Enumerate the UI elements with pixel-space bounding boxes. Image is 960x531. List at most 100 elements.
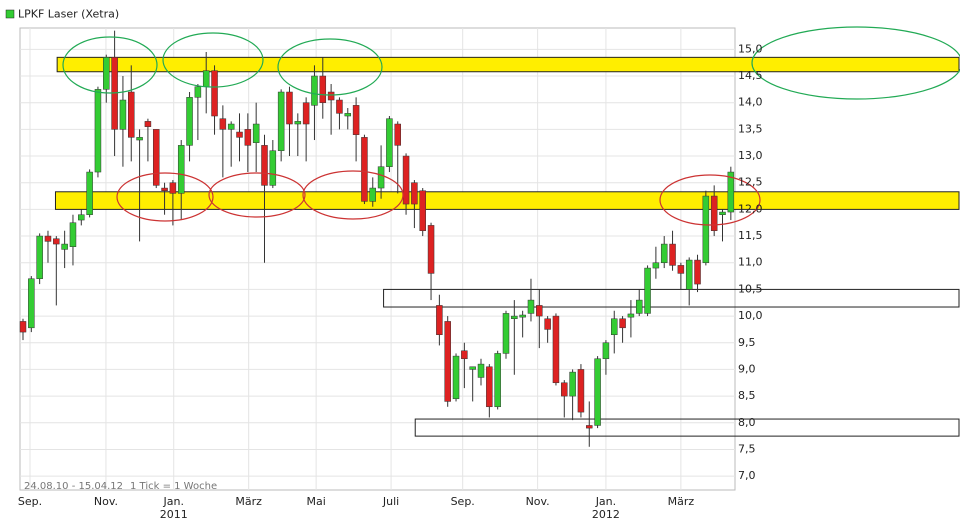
candle-body (319, 75, 327, 103)
candle-body (394, 123, 401, 146)
y-tick-label: 9,5 (738, 336, 756, 349)
candle-body (660, 243, 668, 263)
candle-body (377, 166, 385, 189)
y-tick-label: 8,5 (738, 389, 756, 402)
plot-area (19, 27, 736, 491)
ellipse (659, 174, 761, 226)
ellipse (162, 32, 264, 88)
zone (383, 288, 960, 308)
x-tick-label: Jan. (162, 495, 183, 508)
candle-body (685, 259, 693, 290)
candles (19, 30, 735, 447)
candle-body (269, 150, 277, 186)
candle-body (277, 91, 285, 151)
candle-body (436, 305, 443, 336)
candle-body (327, 91, 335, 101)
zone (54, 191, 960, 210)
legend-swatch (5, 9, 15, 19)
candle-body (336, 99, 343, 114)
candle-body (552, 315, 560, 384)
tick-note: 1 Tick = 1 Woche (130, 481, 217, 492)
candle-body (252, 123, 260, 143)
ellipse (751, 26, 960, 100)
candle-body (103, 57, 110, 90)
candle-body (219, 118, 227, 130)
candle-body (652, 262, 660, 269)
candle-body (136, 137, 143, 141)
legend-label: LPKF Laser (Xetra) (18, 8, 119, 21)
ellipse (277, 38, 383, 96)
candle-body (286, 91, 293, 125)
y-tick-label: 7,5 (738, 442, 756, 455)
candle-body (527, 299, 535, 314)
candle-body (452, 355, 460, 400)
candle-body (86, 171, 93, 215)
candle-body (536, 305, 543, 317)
candle-body (44, 235, 52, 242)
candle-body (352, 105, 360, 135)
candle-body (386, 118, 393, 167)
x-tick-label: Juli (382, 495, 399, 508)
y-tick-label: 8,0 (738, 416, 756, 429)
candle-body (469, 366, 476, 370)
ellipse (62, 36, 158, 94)
candle-body (644, 267, 651, 314)
y-tick-label: 9,0 (738, 362, 756, 375)
candle-body (311, 75, 318, 106)
candle-body (344, 113, 352, 117)
candle-body (577, 369, 585, 413)
ellipse (116, 172, 214, 222)
candle-body (169, 182, 177, 194)
candle-body (619, 318, 626, 329)
candle-body (594, 358, 601, 426)
candle-body (444, 321, 451, 402)
x-tick-label: Mai (306, 495, 325, 508)
candle-body (494, 353, 501, 408)
x-tick-label: März (668, 495, 695, 508)
candle-body (119, 99, 127, 130)
candle-body (144, 121, 152, 127)
candle-body (61, 243, 68, 250)
y-tick-label: 10,5 (738, 282, 763, 295)
candle-body (586, 425, 593, 429)
y-tick-label: 13,5 (738, 122, 763, 135)
candle-body (719, 211, 726, 215)
candle-body (702, 195, 710, 263)
candle-body (727, 171, 735, 213)
candle-body (236, 131, 243, 138)
candle-body (477, 363, 485, 378)
candle-body (227, 123, 235, 130)
y-tick-label: 12,5 (738, 176, 763, 189)
candle-body (402, 155, 410, 205)
candle-body (602, 342, 610, 360)
candle-body (78, 214, 85, 221)
candle-body (128, 91, 135, 138)
y-tick-label: 11,5 (738, 229, 763, 242)
candle-body (519, 314, 526, 318)
x-tick-label: Nov. (94, 495, 118, 508)
candle-body (669, 243, 676, 266)
candle-body (194, 86, 202, 98)
x-tick-label: Nov. (526, 495, 550, 508)
candle-body (28, 278, 35, 329)
candle-body (361, 137, 368, 202)
candle-body (502, 313, 510, 354)
candle-body (511, 315, 518, 320)
candle-body (369, 187, 377, 202)
candle-body (177, 145, 185, 194)
zone (56, 56, 960, 73)
candle-body (427, 225, 435, 274)
y-tick-label: 14,0 (738, 96, 763, 109)
candle-body (694, 259, 701, 285)
candle-body (677, 265, 685, 274)
x-tick-label: Sep. (18, 495, 42, 508)
candle-body (302, 102, 310, 125)
y-tick-label: 13,0 (738, 149, 763, 162)
candle-body (244, 129, 252, 146)
candle-body (19, 321, 27, 333)
candle-body (544, 318, 551, 330)
candle-body (569, 371, 576, 397)
date-range: 24.08.10 - 15.04.12 (24, 481, 123, 492)
